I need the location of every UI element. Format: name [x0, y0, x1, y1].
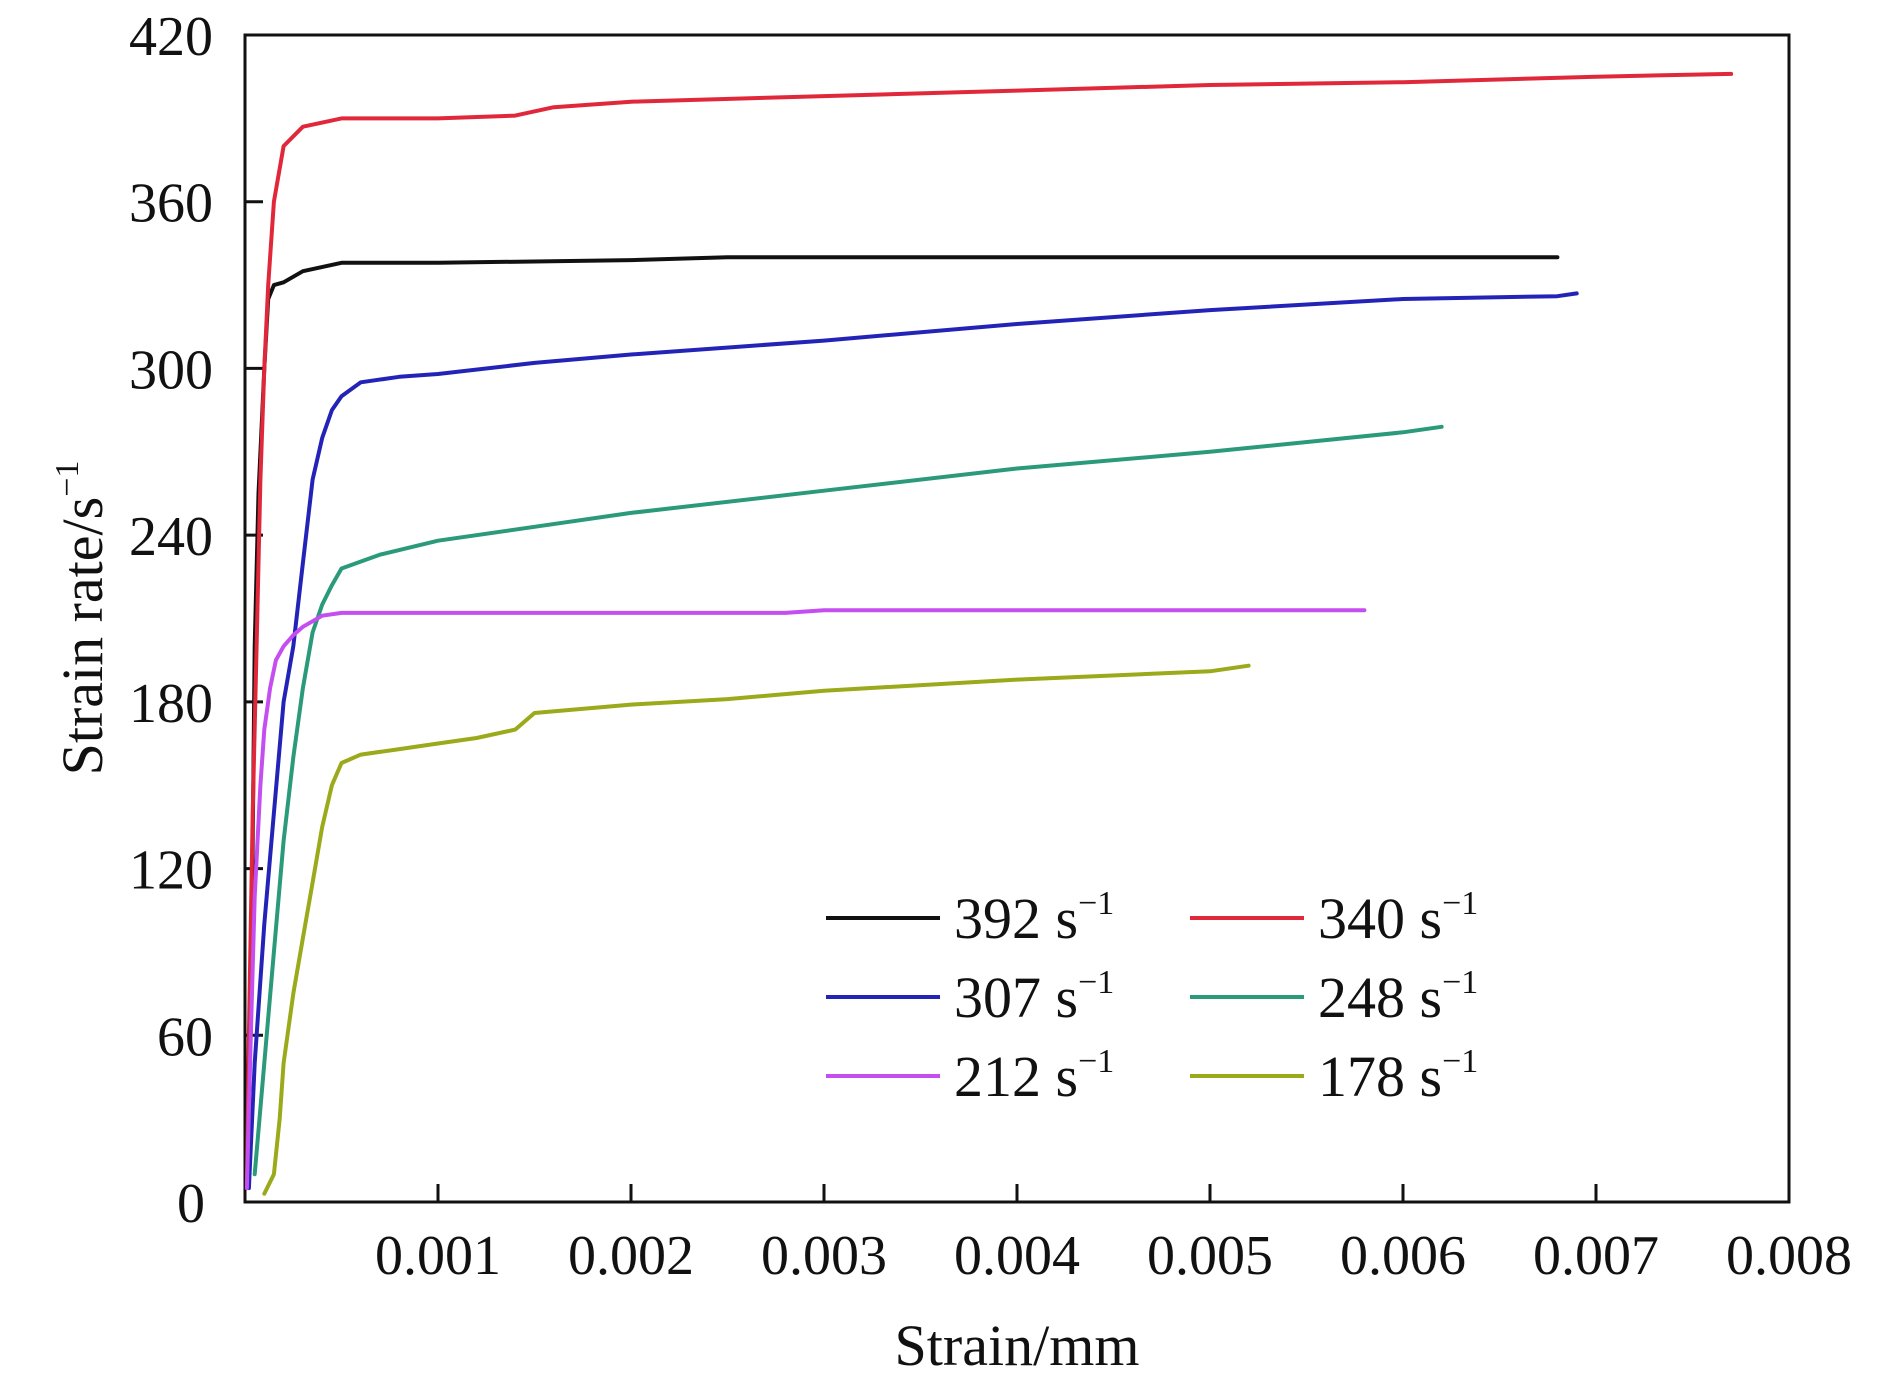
x-tick-label: 0.006: [1340, 1225, 1466, 1287]
y-tick-label: 360: [129, 173, 213, 235]
x-axis-title: Strain/mm: [895, 1313, 1140, 1378]
x-tick-label: 0.001: [375, 1225, 501, 1287]
y-axis-zero-label: 0: [177, 1173, 205, 1235]
series-line: [244, 608, 1367, 1191]
legend-label: 212 s−1: [954, 1043, 1114, 1109]
x-tick-label: 0.003: [761, 1225, 887, 1287]
legend: 392 s−1 340 s−1 307 s−1 248 s−1 212 s−1 178 s…: [826, 885, 1478, 1109]
legend-label: 307 s−1: [954, 964, 1114, 1030]
series-line: [244, 71, 1734, 1191]
y-axis-title-superscript: −1: [49, 461, 86, 497]
y-tick-label: 180: [129, 673, 213, 735]
legend-label: 178 s−1: [1318, 1043, 1478, 1109]
legend-label: 392 s−1: [954, 885, 1114, 951]
x-tick-label: 0.002: [568, 1225, 694, 1287]
series-line: [246, 291, 1579, 1191]
x-tick-label: 0.004: [954, 1225, 1080, 1287]
y-axis-title: Strain rate/s−1: [49, 461, 115, 776]
x-tick-label: 0.005: [1147, 1225, 1273, 1287]
legend-label: 340 s−1: [1318, 885, 1478, 951]
x-axis-ticks: 0.001 0.002 0.003 0.004 0.005 0.006 0.007 0.008: [375, 1184, 1852, 1287]
y-tick-label: 300: [129, 339, 213, 401]
series-lines: [244, 71, 1734, 1196]
y-tick-label: 120: [129, 840, 213, 902]
series-line: [252, 424, 1444, 1177]
x-tick-label: 0.007: [1533, 1225, 1659, 1287]
x-tick-label: 0.008: [1726, 1225, 1852, 1287]
y-axis-title-text: Strain rate/s: [50, 497, 115, 776]
y-tick-label: 420: [129, 6, 213, 68]
y-tick-label: 240: [129, 506, 213, 568]
y-tick-label: 60: [157, 1006, 213, 1068]
y-axis-ticks: 60 120 180 240 300 360 420: [129, 6, 263, 1204]
legend-label: 248 s−1: [1318, 964, 1478, 1030]
series-line: [262, 663, 1251, 1196]
